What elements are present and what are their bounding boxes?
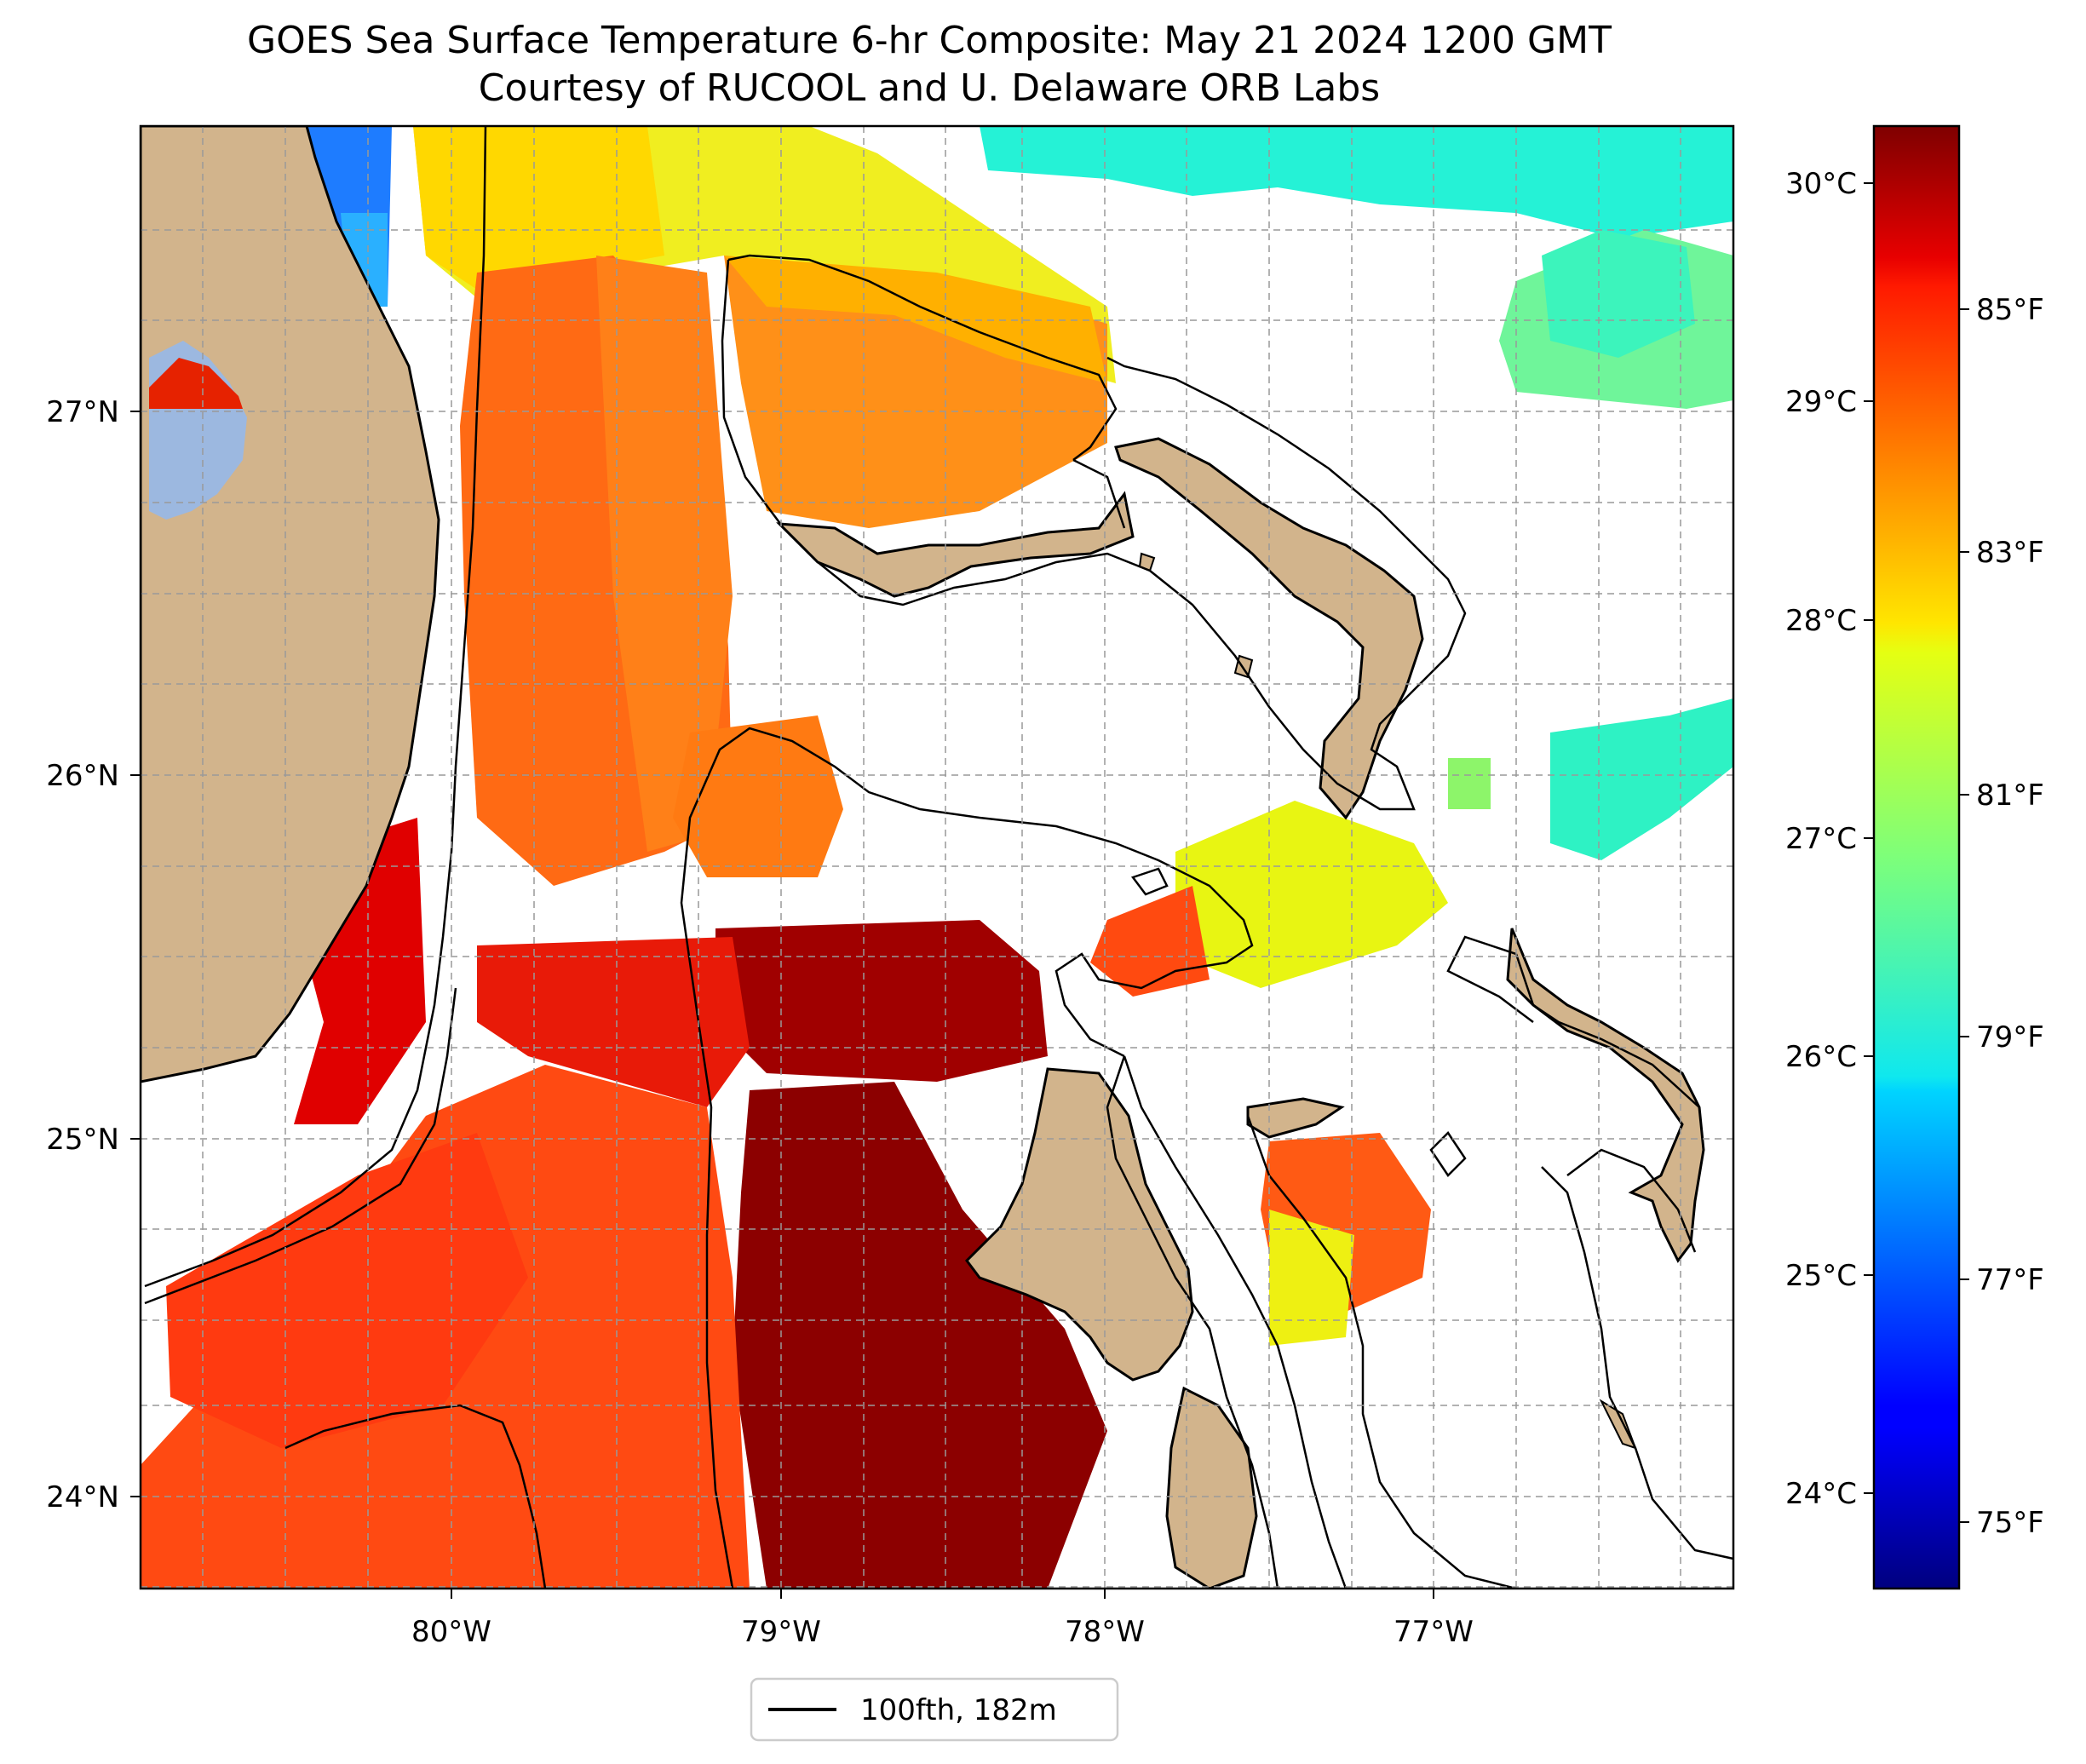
lon-tick-label: 78°W [1065, 1615, 1145, 1649]
legend-box [750, 1677, 1119, 1742]
celsius-tick-label: 26°C [1785, 1040, 1857, 1074]
lat-tick-label: 25°N [46, 1123, 119, 1157]
fahrenheit-tick-label: 83°F [1976, 536, 2044, 570]
map-frame [139, 124, 1735, 1590]
celsius-tick-label: 27°C [1785, 822, 1857, 856]
fahrenheit-tick-label: 75°F [1976, 1506, 2044, 1540]
abaco [1114, 437, 1424, 820]
andros-south [1165, 1386, 1258, 1589]
fahrenheit-tick-label: 85°F [1976, 293, 2044, 327]
lat-tick-label: 26°N [46, 759, 119, 793]
map-area [141, 126, 1733, 1589]
celsius-tick-label: 25°C [1785, 1259, 1857, 1293]
lon-tick-label: 77°W [1394, 1615, 1474, 1649]
fahrenheit-tick-label: 79°F [1976, 1020, 2044, 1054]
sst-field [141, 126, 1733, 1589]
legend: 100fth, 182m [750, 1677, 1119, 1742]
grand-bahama [776, 491, 1135, 598]
colorbar: 30°C 29°C 28°C 27°C 26°C 25°C 24°C 85°F … [1785, 124, 2044, 1590]
map-title-line2: Courtesy of RUCOOL and U. Delaware ORB L… [478, 66, 1381, 110]
celsius-tick-label: 24°C [1785, 1477, 1857, 1511]
eleuthera [1506, 928, 1705, 1263]
map-axis-ticks [130, 411, 1434, 1599]
legend-label: 100fth, 182m [860, 1693, 1057, 1727]
fahrenheit-tick-label: 81°F [1976, 779, 2044, 813]
celsius-tick-label: 29°C [1785, 385, 1857, 419]
andros [965, 1067, 1194, 1382]
new-providence [1246, 1097, 1345, 1139]
lat-tick-label: 24°N [46, 1480, 119, 1514]
celsius-tick-label: 28°C [1785, 604, 1857, 638]
fahrenheit-tick-label: 77°F [1976, 1263, 2044, 1297]
map-gridlines [141, 126, 1733, 1589]
florida-land [141, 126, 440, 1083]
lat-tick-label: 27°N [46, 395, 119, 429]
map-title-line1: GOES Sea Surface Temperature 6-hr Compos… [247, 19, 1612, 62]
colorbar-gradient [1872, 124, 1961, 1590]
lon-tick-label: 79°W [741, 1615, 821, 1649]
celsius-tick-label: 30°C [1785, 167, 1857, 201]
lon-tick-label: 80°W [411, 1615, 491, 1649]
